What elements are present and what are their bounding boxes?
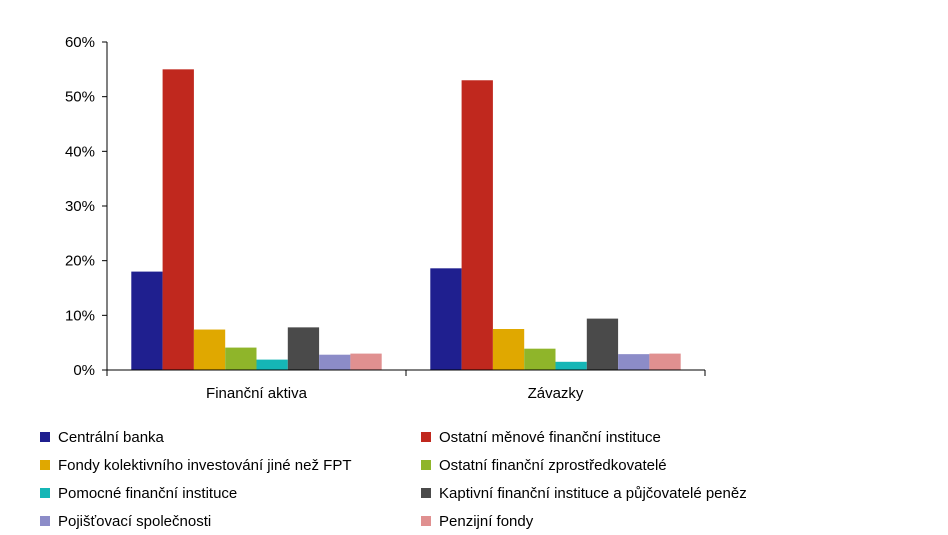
bars <box>131 69 681 371</box>
legend-swatch <box>421 488 431 498</box>
y-tick-label: 30% <box>65 198 95 215</box>
y-tick-label: 10% <box>65 307 95 324</box>
legend-item: Pojišťovací společnosti <box>40 507 421 535</box>
bar-2-4 <box>524 348 556 370</box>
y-tick-label: 20% <box>65 253 95 270</box>
bar-2-8 <box>649 353 681 370</box>
legend-label: Kaptivní finanční instituce a půjčovatel… <box>439 484 747 502</box>
bar-2-3 <box>492 329 525 370</box>
legend-label: Centrální banka <box>58 428 164 446</box>
x-axis-category-labels: Finanční aktiva Závazky <box>206 385 584 402</box>
category-label: Finanční aktiva <box>206 385 308 402</box>
legend-swatch <box>421 460 431 470</box>
y-tick-label: 0% <box>73 362 95 379</box>
legend-swatch <box>40 460 50 470</box>
legend-item: Penzijní fondy <box>421 507 901 535</box>
bar-1-5 <box>256 359 288 370</box>
legend-item: Centrální banka <box>40 423 421 451</box>
bar-2-1 <box>430 268 462 370</box>
legend-item: Fondy kolektivního investování jiné než … <box>40 451 421 479</box>
legend-swatch <box>40 488 50 498</box>
bar-2-6 <box>586 318 619 370</box>
legend-item: Pomocné finanční instituce <box>40 479 421 507</box>
legend-label: Ostatní finanční zprostředkovatelé <box>439 456 667 474</box>
legend-label: Fondy kolektivního investování jiné než … <box>58 456 352 474</box>
bar-1-1 <box>131 271 163 370</box>
legend-swatch <box>421 432 431 442</box>
legend-item: Kaptivní finanční instituce a půjčovatel… <box>421 479 901 507</box>
legend-item: Ostatní měnové finanční instituce <box>421 423 901 451</box>
legend-swatch <box>40 432 50 442</box>
legend-swatch <box>421 516 431 526</box>
bar-1-6 <box>287 327 320 370</box>
bar-2-7 <box>618 354 650 370</box>
bar-1-4 <box>225 347 257 370</box>
bar-2-2 <box>461 80 493 371</box>
legend-label: Pomocné finanční instituce <box>58 484 238 502</box>
bar-1-7 <box>319 354 351 370</box>
y-axis-ticks: 0% 10% 20% 30% 40% 50% 60% <box>65 34 107 379</box>
category-label: Závazky <box>528 385 584 402</box>
legend-item: Ostatní finanční zprostředkovatelé <box>421 451 901 479</box>
bar-2-5 <box>555 361 587 370</box>
bar-1-3 <box>193 329 226 370</box>
y-tick-label: 50% <box>65 89 95 106</box>
x-axis-ticks <box>106 370 706 376</box>
legend-label: Pojišťovací společnosti <box>58 512 212 530</box>
y-tick-label: 60% <box>65 34 95 51</box>
bar-1-2 <box>162 69 194 370</box>
legend-label: Ostatní měnové finanční instituce <box>439 428 661 446</box>
bar-chart: 0% 10% 20% 30% 40% 50% 60% Finanční aktiva Záva… <box>65 34 706 402</box>
y-tick-label: 40% <box>65 143 95 160</box>
legend-swatch <box>40 516 50 526</box>
legend: Centrální banka Ostatní měnové finanční i… <box>40 423 920 535</box>
bar-1-8 <box>350 353 382 370</box>
legend-label: Penzijní fondy <box>439 512 534 530</box>
